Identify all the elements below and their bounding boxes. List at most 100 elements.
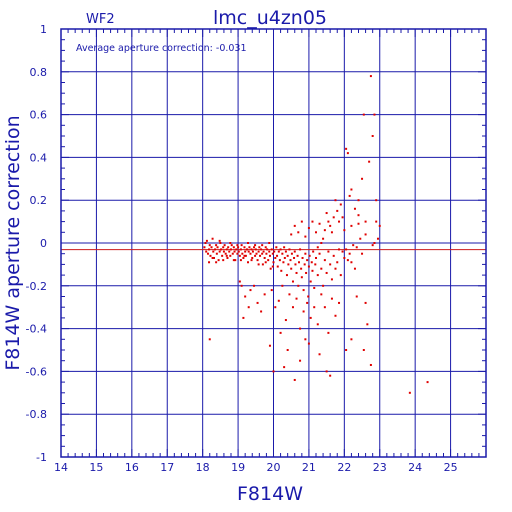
data-point <box>276 265 279 268</box>
data-point <box>233 250 236 253</box>
data-point <box>302 310 305 313</box>
data-point <box>300 267 303 270</box>
data-point <box>289 259 292 262</box>
data-point <box>263 256 266 259</box>
data-point <box>339 203 342 206</box>
data-point <box>299 327 302 330</box>
data-point <box>240 244 243 247</box>
data-point <box>279 248 282 251</box>
data-point <box>261 263 264 266</box>
data-point <box>211 256 214 259</box>
data-point <box>271 252 274 255</box>
data-point <box>269 267 272 270</box>
data-point <box>325 370 328 373</box>
data-point <box>260 248 263 251</box>
data-point <box>290 252 293 255</box>
data-point <box>318 222 321 225</box>
data-point <box>376 237 379 240</box>
data-point <box>242 256 245 259</box>
data-point <box>287 263 290 266</box>
data-point <box>217 259 220 262</box>
data-point <box>260 310 263 313</box>
data-point <box>369 75 372 78</box>
data-point <box>225 254 228 257</box>
data-point <box>277 250 280 253</box>
data-point <box>290 233 293 236</box>
y-tick-label: -0.8 <box>26 408 47 421</box>
data-point <box>327 220 330 223</box>
data-point <box>336 261 339 264</box>
x-tick-label: 24 <box>408 461 422 474</box>
data-point <box>218 250 221 253</box>
data-point <box>301 256 304 259</box>
data-point <box>236 244 239 247</box>
data-point <box>359 237 362 240</box>
data-point <box>323 259 326 262</box>
data-point <box>343 229 346 232</box>
data-point <box>266 248 269 251</box>
data-point <box>249 289 252 292</box>
data-point <box>304 338 307 341</box>
data-point <box>268 254 271 257</box>
data-point <box>297 231 300 234</box>
data-point <box>290 267 293 270</box>
y-tick-label: -0.6 <box>26 365 47 378</box>
data-point <box>375 199 378 202</box>
data-point <box>281 252 284 255</box>
y-tick-label: 0.2 <box>30 194 48 207</box>
data-point <box>306 259 309 262</box>
data-point <box>293 250 296 253</box>
data-point <box>228 250 231 253</box>
data-point <box>341 250 344 253</box>
y-tick-label: -0.2 <box>26 280 47 293</box>
data-point <box>304 235 307 238</box>
x-tick-label: 17 <box>160 461 174 474</box>
data-point <box>369 363 372 366</box>
data-point <box>262 250 265 253</box>
data-point <box>258 246 261 249</box>
data-point <box>355 295 358 298</box>
data-point <box>334 267 337 270</box>
data-point <box>263 293 266 296</box>
data-point <box>208 248 211 251</box>
x-tick-label: 21 <box>302 461 316 474</box>
data-point <box>311 220 314 223</box>
data-point <box>352 244 355 247</box>
data-point <box>302 289 305 292</box>
data-point <box>276 254 279 257</box>
data-point <box>271 265 274 268</box>
data-point <box>229 254 232 257</box>
data-point <box>216 246 219 249</box>
data-point <box>334 199 337 202</box>
data-point <box>267 259 270 262</box>
data-point <box>227 246 230 249</box>
data-point <box>221 254 224 257</box>
data-point <box>308 254 311 257</box>
data-point <box>283 256 286 259</box>
data-point <box>256 259 259 262</box>
data-point <box>237 246 240 249</box>
data-point <box>343 256 346 259</box>
data-point <box>378 224 381 227</box>
data-point <box>373 113 376 116</box>
data-point <box>327 331 330 334</box>
data-point <box>224 252 227 255</box>
data-point <box>291 306 294 309</box>
data-point <box>350 261 353 264</box>
data-point <box>212 250 215 253</box>
data-point <box>222 259 225 262</box>
data-point <box>320 242 323 244</box>
data-point <box>240 284 243 287</box>
data-points <box>203 75 429 394</box>
data-point <box>253 284 256 287</box>
data-point <box>296 254 299 257</box>
data-point <box>251 256 254 259</box>
data-point <box>247 306 250 309</box>
data-point <box>355 246 358 249</box>
data-point <box>304 252 307 255</box>
data-point <box>204 242 207 244</box>
data-point <box>325 271 328 274</box>
data-point <box>322 237 325 240</box>
y-tick-labels: -1 -0.8 -0.6 -0.4 -0.2 0 0.2 0.4 0.6 0.8 1 <box>26 23 47 464</box>
data-point <box>261 252 264 255</box>
